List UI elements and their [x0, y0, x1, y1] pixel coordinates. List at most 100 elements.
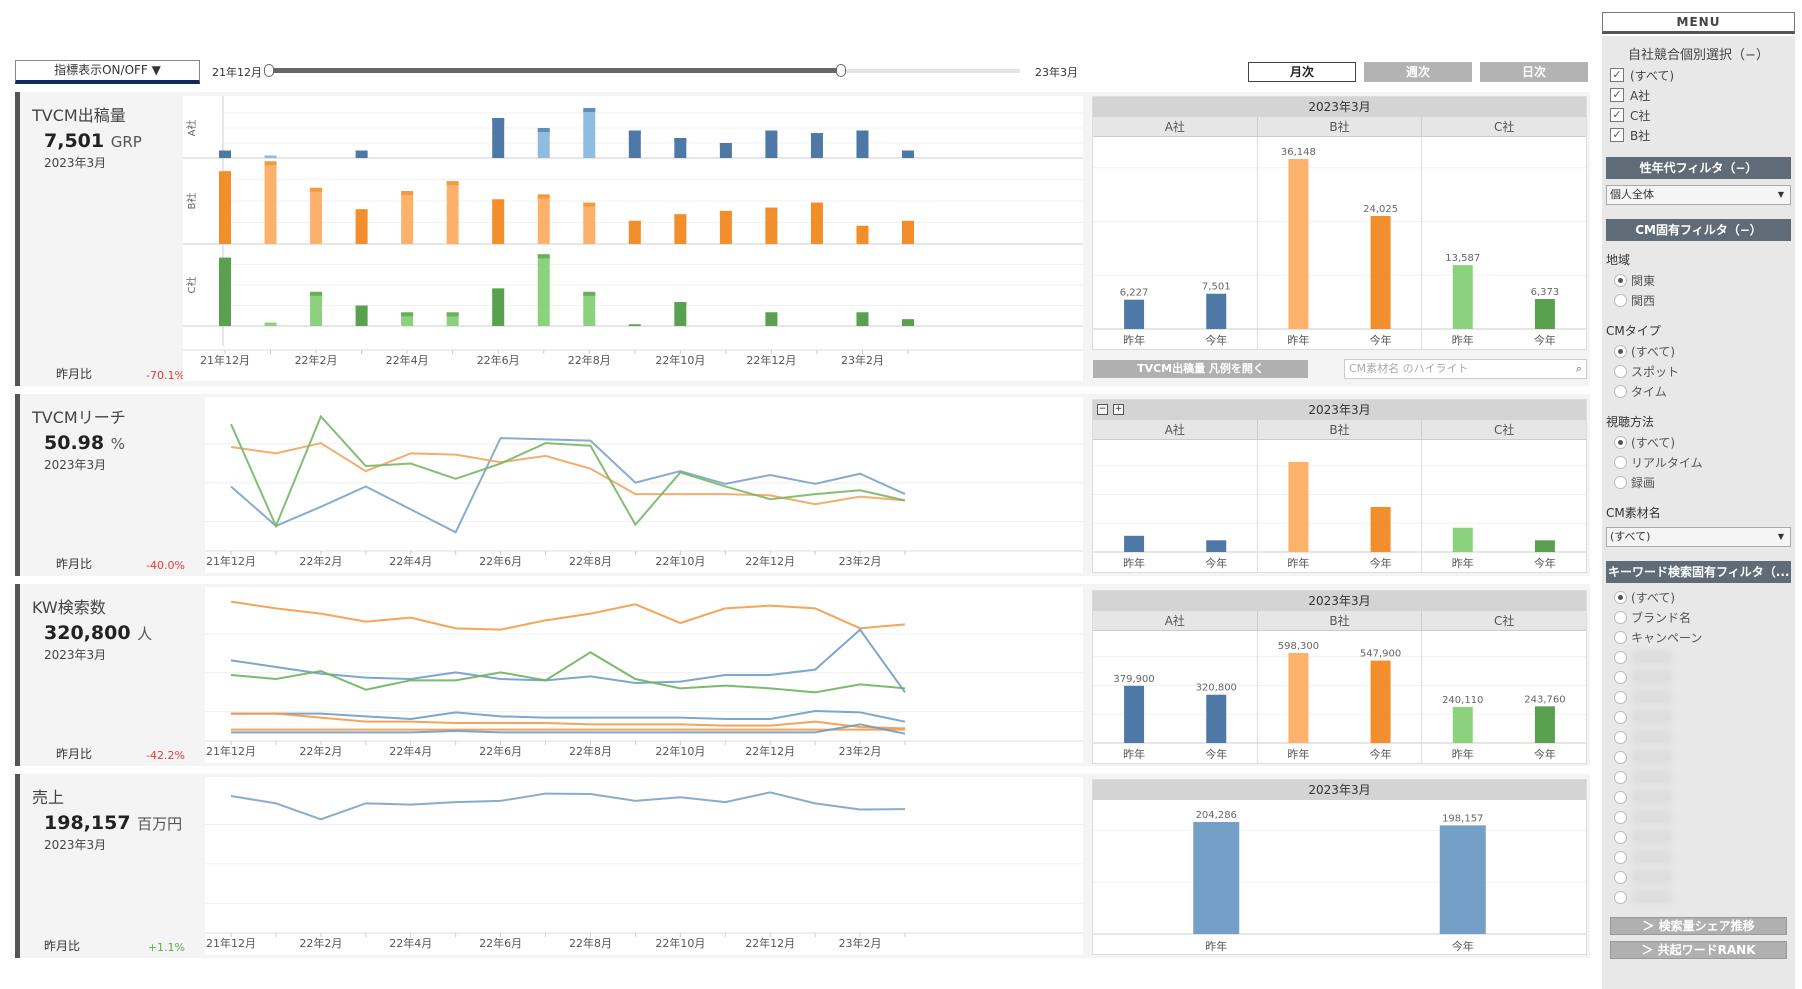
- radio-icon[interactable]: [1614, 790, 1627, 804]
- yoy-bar-B社-今年: [1370, 216, 1391, 329]
- radio-icon[interactable]: [1614, 750, 1627, 764]
- indicator-toggle-button[interactable]: 指標表示ON/OFF ▼: [15, 60, 200, 84]
- cm-type-option[interactable]: タイム: [1614, 383, 1795, 399]
- radio-icon[interactable]: [1614, 590, 1627, 604]
- radio-icon[interactable]: [1614, 870, 1627, 884]
- kw-option-redacted[interactable]: [1614, 769, 1795, 785]
- view-method-option[interactable]: (すべて): [1614, 434, 1795, 450]
- cm-highlight-search-input[interactable]: CM素材名 のハイライト ⌕: [1344, 359, 1587, 379]
- region-option[interactable]: 関東: [1614, 272, 1795, 288]
- monthly-button[interactable]: 月次: [1248, 62, 1356, 82]
- kw-option-redacted[interactable]: [1614, 829, 1795, 845]
- x-tick-label: 23年2月: [839, 936, 882, 950]
- menu-button[interactable]: MENU: [1602, 12, 1795, 34]
- radio-icon[interactable]: [1614, 690, 1627, 704]
- radio-icon[interactable]: [1614, 650, 1627, 664]
- cm-filter-header[interactable]: CM固有フィルタ（−）: [1606, 219, 1791, 241]
- kw-option-redacted[interactable]: [1614, 649, 1795, 665]
- kw-option-redacted[interactable]: [1614, 889, 1795, 905]
- radio-icon[interactable]: [1614, 610, 1627, 624]
- kw-option[interactable]: キャンペーン: [1614, 629, 1795, 645]
- bar-value-label: 379,900: [1113, 674, 1154, 685]
- view-method-option[interactable]: リアルタイム: [1614, 454, 1795, 470]
- age-filter-header[interactable]: 性年代フィルタ（−）: [1606, 157, 1791, 179]
- kw-option-redacted[interactable]: [1614, 709, 1795, 725]
- kw-option-redacted[interactable]: [1614, 849, 1795, 865]
- radio-icon[interactable]: [1614, 435, 1627, 449]
- series-line-A社 KW2: [231, 723, 906, 735]
- sales-yoy-chart[interactable]: 204,286 昨年 198,157 今年: [1093, 800, 1586, 954]
- age-filter-dropdown[interactable]: 個人全体 ▼: [1606, 185, 1791, 205]
- kw-option-redacted[interactable]: [1614, 789, 1795, 805]
- kw-search-yoy-chart[interactable]: 379,900 昨年 320,800 今年 598,300 昨年 547,900 今年 240,…: [1093, 631, 1586, 763]
- company-option[interactable]: ✓ A社: [1610, 87, 1795, 103]
- company-option[interactable]: ✓ C社: [1610, 107, 1795, 123]
- year-label: 今年: [1452, 939, 1474, 953]
- series-line-A社 合計: [230, 628, 906, 693]
- kw-search-trend-chart[interactable]: 21年12月 22年2月 22年4月 22年6月 22年8月 22年10月 22年12月 23…: [205, 587, 1083, 763]
- radio-icon[interactable]: [1614, 455, 1627, 469]
- series-line-C社: [230, 414, 906, 529]
- radio-icon[interactable]: [1614, 710, 1627, 724]
- radio-icon[interactable]: [1614, 770, 1627, 784]
- radio-icon[interactable]: [1614, 344, 1627, 358]
- cm-type-option[interactable]: スポット: [1614, 363, 1795, 379]
- kw-option-redacted[interactable]: [1614, 869, 1795, 885]
- radio-icon[interactable]: [1614, 630, 1627, 644]
- kw-option-redacted[interactable]: [1614, 729, 1795, 745]
- open-legend-button[interactable]: TVCM出稿量 凡例を開く: [1093, 360, 1308, 378]
- option-label: スポット: [1631, 364, 1680, 379]
- checkbox-icon[interactable]: ✓: [1610, 88, 1624, 102]
- radio-icon[interactable]: [1614, 364, 1627, 378]
- daily-button[interactable]: 日次: [1480, 62, 1588, 82]
- checkbox-icon[interactable]: ✓: [1610, 108, 1624, 122]
- radio-icon[interactable]: [1614, 810, 1627, 824]
- option-label: 録画: [1631, 475, 1656, 490]
- radio-icon[interactable]: [1614, 890, 1627, 904]
- radio-icon[interactable]: [1614, 830, 1627, 844]
- kpi-card-tvcm-volume[interactable]: TVCM出稿量 7,501 GRP 2023年3月 昨月比 -70.1%: [15, 92, 195, 386]
- radio-icon[interactable]: [1614, 384, 1627, 398]
- bar-value-label: 7,501: [1202, 282, 1231, 293]
- kw-option[interactable]: ブランド名: [1614, 609, 1795, 625]
- tvcm-volume-yoy-chart[interactable]: 6,227 昨年 7,501 今年 36,148 昨年 24,025 今年 13,587 昨年 6,…: [1093, 137, 1586, 349]
- tvcm-reach-yoy-chart[interactable]: 昨年 今年 昨年 今年 昨年 今年: [1093, 440, 1586, 572]
- tvcm-volume-trend-chart[interactable]: A社 B社 C社 21年12月 22年2月 22年4月 22年6月 22年8月 22年10月 22…: [183, 96, 1083, 381]
- expand-icon[interactable]: +: [1113, 404, 1124, 415]
- checkbox-icon[interactable]: ✓: [1610, 128, 1624, 142]
- kpi-card-tvcm-reach[interactable]: TVCMリーチ 50.98 % 2023年3月 昨月比 -40.0%: [15, 394, 195, 576]
- kpi-card-kw-search[interactable]: KW検索数 320,800 人 2023年3月 昨月比 -42.2%: [15, 584, 195, 766]
- kw-option-redacted[interactable]: [1614, 689, 1795, 705]
- kw-option-redacted[interactable]: [1614, 809, 1795, 825]
- tvcm-reach-trend-chart[interactable]: 21年12月 22年2月 22年4月 22年6月 22年8月 22年10月 22年12月 23…: [205, 397, 1083, 573]
- cm-material-dropdown[interactable]: (すべて) ▼: [1606, 527, 1791, 547]
- slider-end-handle[interactable]: [835, 64, 846, 77]
- slider-start-handle[interactable]: [264, 64, 274, 77]
- kw-option[interactable]: (すべて): [1614, 589, 1795, 605]
- sales-trend-chart[interactable]: 21年12月 22年2月 22年4月 22年6月 22年8月 22年10月 22年12月 23…: [205, 777, 1083, 955]
- kw-option-redacted[interactable]: [1614, 749, 1795, 765]
- view-method-option[interactable]: 録画: [1614, 474, 1795, 490]
- year-label: 昨年: [1287, 747, 1309, 761]
- sales-bar-昨年: [1193, 822, 1240, 934]
- radio-icon[interactable]: [1614, 670, 1627, 684]
- radio-icon[interactable]: [1614, 293, 1627, 307]
- radio-icon[interactable]: [1614, 850, 1627, 864]
- radio-icon[interactable]: [1614, 273, 1627, 287]
- weekly-button[interactable]: 週次: [1364, 62, 1472, 82]
- collapse-icon[interactable]: −: [1097, 404, 1108, 415]
- cm-type-option[interactable]: (すべて): [1614, 343, 1795, 359]
- checkbox-icon[interactable]: ✓: [1610, 68, 1624, 82]
- search-share-link[interactable]: ＞ 検索量シェア推移: [1610, 917, 1787, 935]
- company-option[interactable]: ✓ B社: [1610, 127, 1795, 143]
- radio-icon[interactable]: [1614, 475, 1627, 489]
- bar-segment: [810, 133, 823, 137]
- kpi-card-sales[interactable]: 売上 198,157 百万円 2023年3月 昨月比 +1.1%: [15, 774, 195, 958]
- kw-option-redacted[interactable]: [1614, 669, 1795, 685]
- cooccur-rank-link[interactable]: ＞ 共起ワードRANK: [1610, 941, 1787, 959]
- radio-icon[interactable]: [1614, 730, 1627, 744]
- redacted-label: [1632, 730, 1672, 744]
- region-option[interactable]: 関西: [1614, 292, 1795, 308]
- company-option[interactable]: ✓ (すべて): [1610, 67, 1795, 83]
- kw-filter-header[interactable]: キーワード検索固有フィルタ（...: [1606, 561, 1791, 583]
